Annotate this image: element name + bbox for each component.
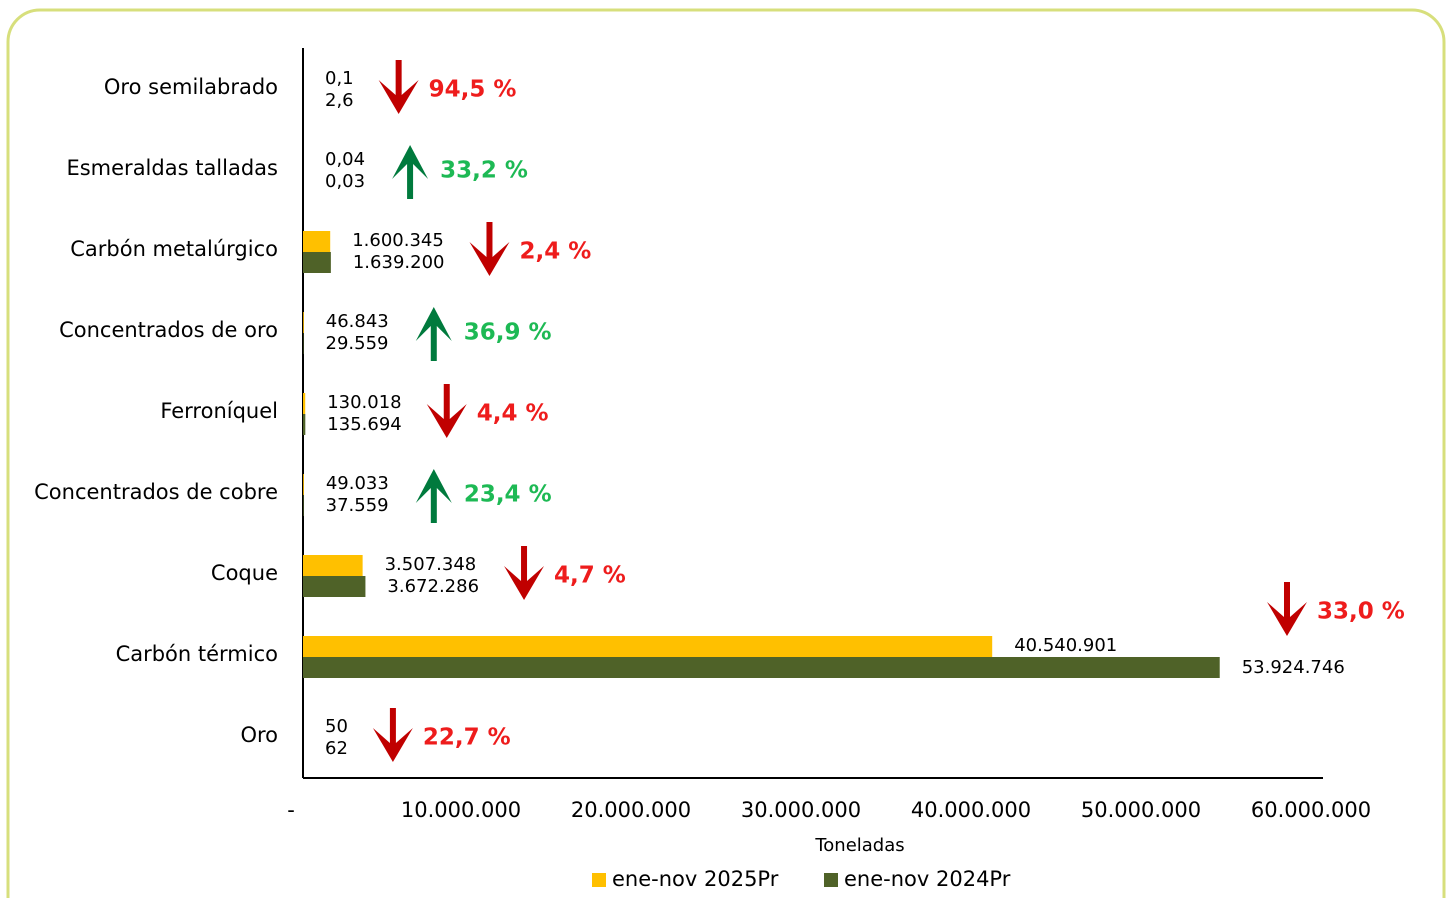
value-label: 130.018: [327, 392, 401, 413]
trend-arrow: [469, 222, 510, 276]
value-label: 1.639.200: [353, 252, 445, 273]
category-label: Oro semilabrado: [104, 75, 278, 99]
value-label: 62: [325, 738, 348, 759]
trend-arrow: [426, 384, 467, 438]
value-label: 0,1: [325, 68, 354, 89]
x-tick-label: -: [287, 798, 295, 822]
bar: [303, 636, 993, 657]
trend-arrow: [415, 307, 452, 361]
bar: [303, 393, 306, 414]
legend-swatch: [824, 873, 838, 887]
value-label: 40.540.901: [1014, 635, 1117, 656]
x-tick-label: 20.000.000: [571, 798, 691, 822]
bar: [303, 555, 363, 576]
category-label: Carbón metalúrgico: [70, 237, 278, 261]
category-label: Ferroníquel: [160, 399, 278, 423]
value-label: 29.559: [326, 333, 389, 354]
trend-arrow: [415, 469, 452, 523]
bar: [303, 414, 306, 435]
change-label: 33,0 %: [1317, 599, 1405, 625]
change-label: 4,7 %: [554, 563, 626, 589]
value-label: 50: [325, 716, 348, 737]
bar: [303, 657, 1220, 678]
legend-label: ene-nov 2024Pr: [844, 867, 1011, 891]
value-label: 1.600.345: [352, 230, 444, 251]
value-label: 0,03: [325, 171, 365, 192]
change-label: 2,4 %: [519, 239, 591, 265]
bar: [303, 333, 304, 354]
x-tick-label: 60.000.000: [1251, 798, 1371, 822]
value-label: 3.507.348: [385, 554, 477, 575]
value-label: 53.924.746: [1242, 657, 1345, 678]
bar: [303, 495, 304, 516]
x-tick-label: 50.000.000: [1081, 798, 1201, 822]
trend-arrow: [504, 546, 545, 600]
trend-arrow: [372, 708, 413, 762]
value-label: 2,6: [325, 90, 354, 111]
bar: [303, 252, 331, 273]
change-label: 23,4 %: [464, 482, 552, 508]
category-label: Esmeraldas talladas: [66, 156, 278, 180]
frame: [6, 8, 1446, 898]
category-label: Concentrados de cobre: [34, 480, 278, 504]
bar: [303, 576, 366, 597]
value-label: 0,04: [325, 149, 365, 170]
bar: [303, 312, 304, 333]
change-label: 36,9 %: [464, 320, 552, 346]
category-label: Concentrados de oro: [59, 318, 278, 342]
bar: [303, 474, 304, 495]
category-label: Coque: [211, 561, 278, 585]
x-tick-label: 30.000.000: [741, 798, 861, 822]
change-label: 4,4 %: [477, 401, 549, 427]
legend-label: ene-nov 2025Pr: [612, 867, 779, 891]
bar: [303, 231, 331, 252]
trend-arrow: [1267, 582, 1307, 636]
value-label: 46.843: [326, 311, 389, 332]
change-label: 33,2 %: [440, 158, 528, 184]
legend-swatch: [592, 873, 606, 887]
value-label: 3.672.286: [387, 576, 479, 597]
value-label: 37.559: [326, 495, 389, 516]
change-label: 94,5 %: [429, 77, 517, 103]
x-axis-label: Toneladas: [814, 835, 904, 856]
x-tick-label: 10.000.000: [401, 798, 521, 822]
category-label: Oro: [240, 723, 278, 747]
x-tick-label: 40.000.000: [911, 798, 1031, 822]
value-label: 49.033: [326, 473, 389, 494]
value-label: 135.694: [327, 414, 401, 435]
trend-arrow: [392, 145, 429, 199]
trend-arrow: [378, 60, 419, 114]
category-label: Carbón térmico: [116, 642, 278, 666]
change-label: 22,7 %: [423, 725, 511, 751]
